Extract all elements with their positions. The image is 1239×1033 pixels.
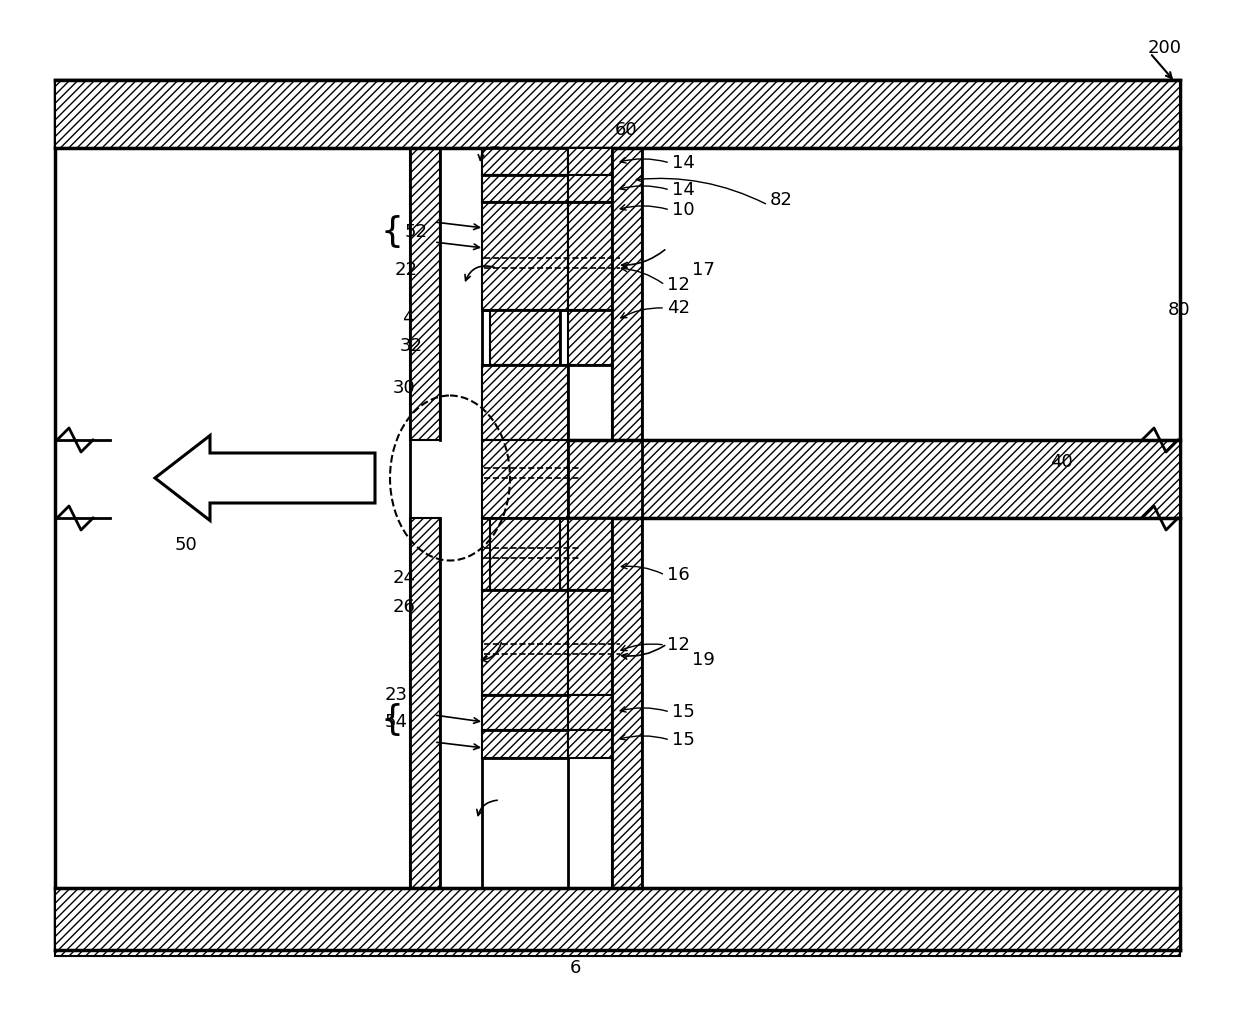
Text: 4: 4	[401, 309, 414, 327]
Bar	[55, 80, 1180, 148]
Bar	[482, 148, 567, 175]
Text: 12: 12	[667, 636, 690, 654]
Text: 26: 26	[393, 598, 416, 616]
Bar	[55, 888, 1180, 956]
Text: $\{$: $\{$	[380, 214, 400, 250]
Text: 6: 6	[570, 959, 581, 977]
Text: 24: 24	[393, 569, 416, 587]
Text: 22: 22	[395, 261, 418, 279]
Bar	[612, 518, 642, 888]
Text: 60: 60	[615, 121, 638, 139]
Bar	[482, 695, 567, 730]
Bar	[567, 518, 612, 590]
Bar	[567, 148, 612, 175]
Bar	[489, 310, 560, 365]
Bar	[567, 590, 612, 695]
Text: 42: 42	[667, 299, 690, 317]
Text: 14: 14	[672, 181, 695, 199]
Bar	[482, 365, 567, 440]
Bar	[482, 590, 567, 695]
Text: 50: 50	[175, 536, 198, 554]
Text: 200: 200	[1149, 39, 1182, 57]
Text: 40: 40	[1049, 453, 1073, 471]
Bar	[55, 80, 1180, 950]
Bar	[482, 518, 567, 590]
Bar	[612, 148, 642, 440]
Bar	[482, 202, 567, 310]
Text: 15: 15	[672, 731, 695, 749]
Text: 15: 15	[672, 703, 695, 721]
Bar	[567, 310, 612, 365]
Bar	[567, 202, 612, 310]
Bar	[482, 730, 567, 758]
Bar	[489, 518, 560, 590]
FancyArrow shape	[155, 436, 375, 521]
Text: 32: 32	[400, 337, 422, 355]
Text: 14: 14	[672, 154, 695, 173]
Text: 23: 23	[385, 686, 408, 705]
Bar	[567, 175, 612, 202]
Text: 30: 30	[393, 379, 416, 397]
Bar	[567, 440, 1180, 518]
Text: 16: 16	[667, 566, 690, 584]
Bar	[482, 440, 567, 518]
Bar	[567, 730, 612, 758]
Bar	[567, 695, 612, 730]
Text: 80: 80	[1168, 301, 1191, 319]
Text: 52: 52	[405, 223, 427, 241]
Text: 12: 12	[667, 276, 690, 294]
Text: 17: 17	[693, 261, 715, 279]
Text: $\{$: $\{$	[380, 701, 400, 739]
Bar	[410, 148, 440, 440]
Text: 19: 19	[693, 651, 715, 669]
Bar	[482, 175, 567, 202]
Text: 10: 10	[672, 201, 695, 219]
Text: 54: 54	[385, 713, 408, 731]
Bar	[410, 518, 440, 888]
Text: 82: 82	[769, 191, 793, 209]
